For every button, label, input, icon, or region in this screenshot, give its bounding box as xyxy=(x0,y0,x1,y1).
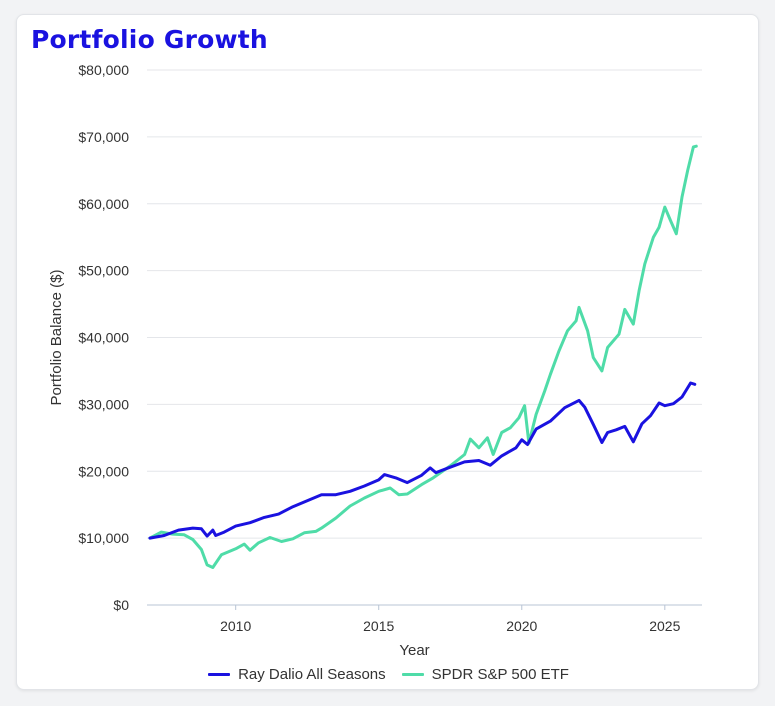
x-tick-label: 2025 xyxy=(649,618,680,634)
y-tick-label: $0 xyxy=(113,597,129,613)
y-tick-label: $10,000 xyxy=(78,530,129,546)
legend-item[interactable]: SPDR S&P 500 ETF xyxy=(401,666,569,683)
legend: Ray Dalio All Seasons SPDR S&P 500 ETF xyxy=(17,663,760,683)
chart-card: Portfolio Growth $0 $10,000 $20,000 $30,000… xyxy=(16,14,759,690)
legend-swatch xyxy=(208,673,231,676)
line-chart: $0 $10,000 $20,000 $30,000 $40,000 $50,000 $60… xyxy=(48,62,702,659)
y-tick-label: $70,000 xyxy=(78,129,129,145)
y-tick-label: $40,000 xyxy=(78,330,129,346)
y-tick-label: $60,000 xyxy=(78,196,129,212)
series-line xyxy=(148,144,698,569)
x-tick-label: 2020 xyxy=(506,618,537,634)
legend-label: Ray Dalio All Seasons xyxy=(238,666,386,683)
series-line xyxy=(148,381,697,540)
x-axis-label: Year xyxy=(399,642,429,659)
legend-label: SPDR S&P 500 ETF xyxy=(431,666,569,683)
chart-title: Portfolio Growth xyxy=(31,25,268,54)
legend-item[interactable]: Ray Dalio All Seasons xyxy=(208,666,386,683)
y-tick-label: $20,000 xyxy=(78,463,129,479)
y-tick-label: $30,000 xyxy=(78,396,129,412)
x-tick-label: 2010 xyxy=(220,618,251,634)
y-axis-label: Portfolio Balance ($) xyxy=(48,270,65,406)
y-tick-label: $80,000 xyxy=(78,62,129,78)
y-tick-label: $50,000 xyxy=(78,263,129,279)
x-tick-label: 2015 xyxy=(363,618,394,634)
legend-swatch xyxy=(401,673,424,676)
